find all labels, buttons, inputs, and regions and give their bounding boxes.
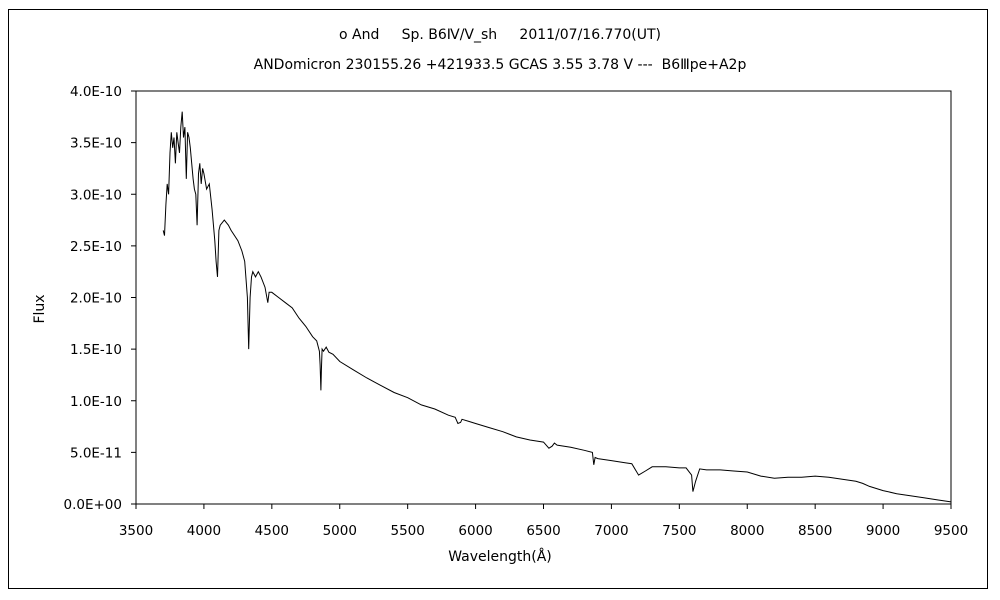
y-tick-label: 0.0E+00: [64, 497, 123, 513]
x-tick-label: 9500: [934, 523, 968, 539]
x-tick-label: 8000: [730, 523, 764, 539]
x-tick-label: 7000: [594, 523, 628, 539]
y-tick-label: 1.0E-10: [70, 394, 122, 410]
x-tick-label: 7500: [662, 523, 696, 539]
y-tick-label: 2.5E-10: [70, 239, 122, 255]
y-tick-label: 3.5E-10: [70, 136, 122, 152]
chart-frame: [8, 9, 988, 589]
spectrum-line: [162, 111, 952, 503]
chart-title: ο And Sp. B6Ⅳ/V_sh 2011/07/16.770(UT): [338, 27, 661, 43]
y-tick-label: 2.0E-10: [70, 291, 122, 307]
x-tick-label: 6500: [526, 523, 560, 539]
x-tick-label: 4500: [255, 523, 289, 539]
x-tick-label: 5000: [323, 523, 357, 539]
y-tick-label: 4.0E-10: [70, 84, 122, 100]
x-axis-label: Wavelength(Å): [448, 549, 552, 565]
y-tick-label: 1.5E-10: [70, 342, 122, 358]
chart-subtitle: ANDomicron 230155.26 +421933.5 GCAS 3.55…: [253, 57, 747, 73]
x-tick-label: 4000: [187, 523, 221, 539]
x-tick-label: 8500: [798, 523, 832, 539]
x-tick-label: 3500: [119, 523, 153, 539]
x-tick-label: 5500: [390, 523, 424, 539]
x-tick-label: 9000: [866, 523, 900, 539]
y-tick-label: 5.0E-11: [70, 445, 122, 461]
x-tick-label: 6000: [458, 523, 492, 539]
y-tick-label: 3.0E-10: [70, 187, 122, 203]
y-axis-label: Flux: [32, 294, 48, 324]
